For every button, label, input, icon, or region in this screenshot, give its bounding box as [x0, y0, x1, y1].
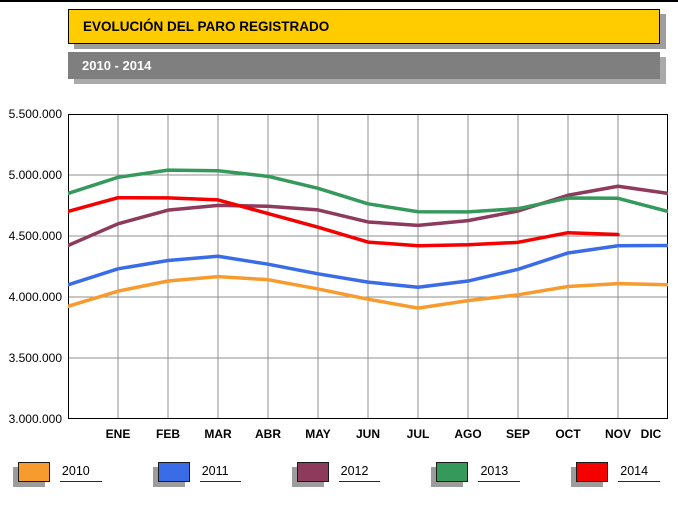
x-tick-label: FEB [156, 427, 180, 441]
y-tick-label: 3.500.000 [8, 351, 62, 365]
x-tick-label: OCT [555, 427, 581, 441]
x-tick-label: SEP [505, 427, 530, 441]
legend-item: 2010 [17, 462, 102, 482]
legend-label: 2011 [199, 464, 241, 482]
y-tick-label: 4.000.000 [8, 290, 62, 304]
y-tick-label: 3.000.000 [8, 412, 62, 426]
chart-subtitle: 2010 - 2014 [82, 58, 152, 73]
legend-swatch-2012 [296, 462, 329, 482]
x-tick-label: ENE [105, 427, 131, 441]
series-line-2010 [68, 274, 668, 310]
legend-item: 2013 [436, 462, 521, 482]
x-tick-label: JUL [406, 427, 430, 441]
x-tick-label: NOV [604, 427, 631, 441]
chart-legend: 2010 2011 2012 2013 2014 [0, 462, 678, 482]
plot-border [68, 114, 668, 419]
line-chart-plot [68, 114, 668, 419]
legend-swatch-2014 [576, 462, 609, 482]
legend-swatch-2011 [157, 462, 190, 482]
legend-item: 2011 [157, 462, 241, 482]
series-line-2011 [68, 243, 668, 289]
x-tick-label: DIC [640, 427, 662, 441]
series-line-2012 [68, 184, 668, 248]
legend-label: 2012 [338, 464, 381, 482]
title-banner: EVOLUCIÓN DEL PARO REGISTRADO [68, 9, 660, 44]
x-tick-label: AGO [454, 427, 482, 441]
y-tick-label: 5.000.000 [8, 168, 62, 182]
x-tick-label: MAY [305, 427, 331, 441]
x-tick-label: ABR [255, 427, 281, 441]
y-tick-label: 5.500.000 [8, 107, 62, 121]
chart-title: EVOLUCIÓN DEL PARO REGISTRADO [83, 19, 330, 34]
legend-swatch-2013 [436, 462, 469, 482]
legend-swatch-2010 [17, 462, 50, 482]
legend-item: 2012 [296, 462, 381, 482]
subtitle-banner: 2010 - 2014 [68, 52, 660, 79]
x-tick-label: MAR [204, 427, 232, 441]
legend-item: 2014 [576, 462, 661, 482]
y-tick-label: 4.500.000 [8, 229, 62, 243]
legend-label: 2014 [618, 464, 661, 482]
x-tick-label: JUN [355, 427, 380, 441]
series-line-2014 [68, 195, 620, 248]
legend-label: 2010 [59, 464, 102, 482]
series-line-2013 [68, 168, 668, 214]
legend-label: 2013 [478, 464, 521, 482]
